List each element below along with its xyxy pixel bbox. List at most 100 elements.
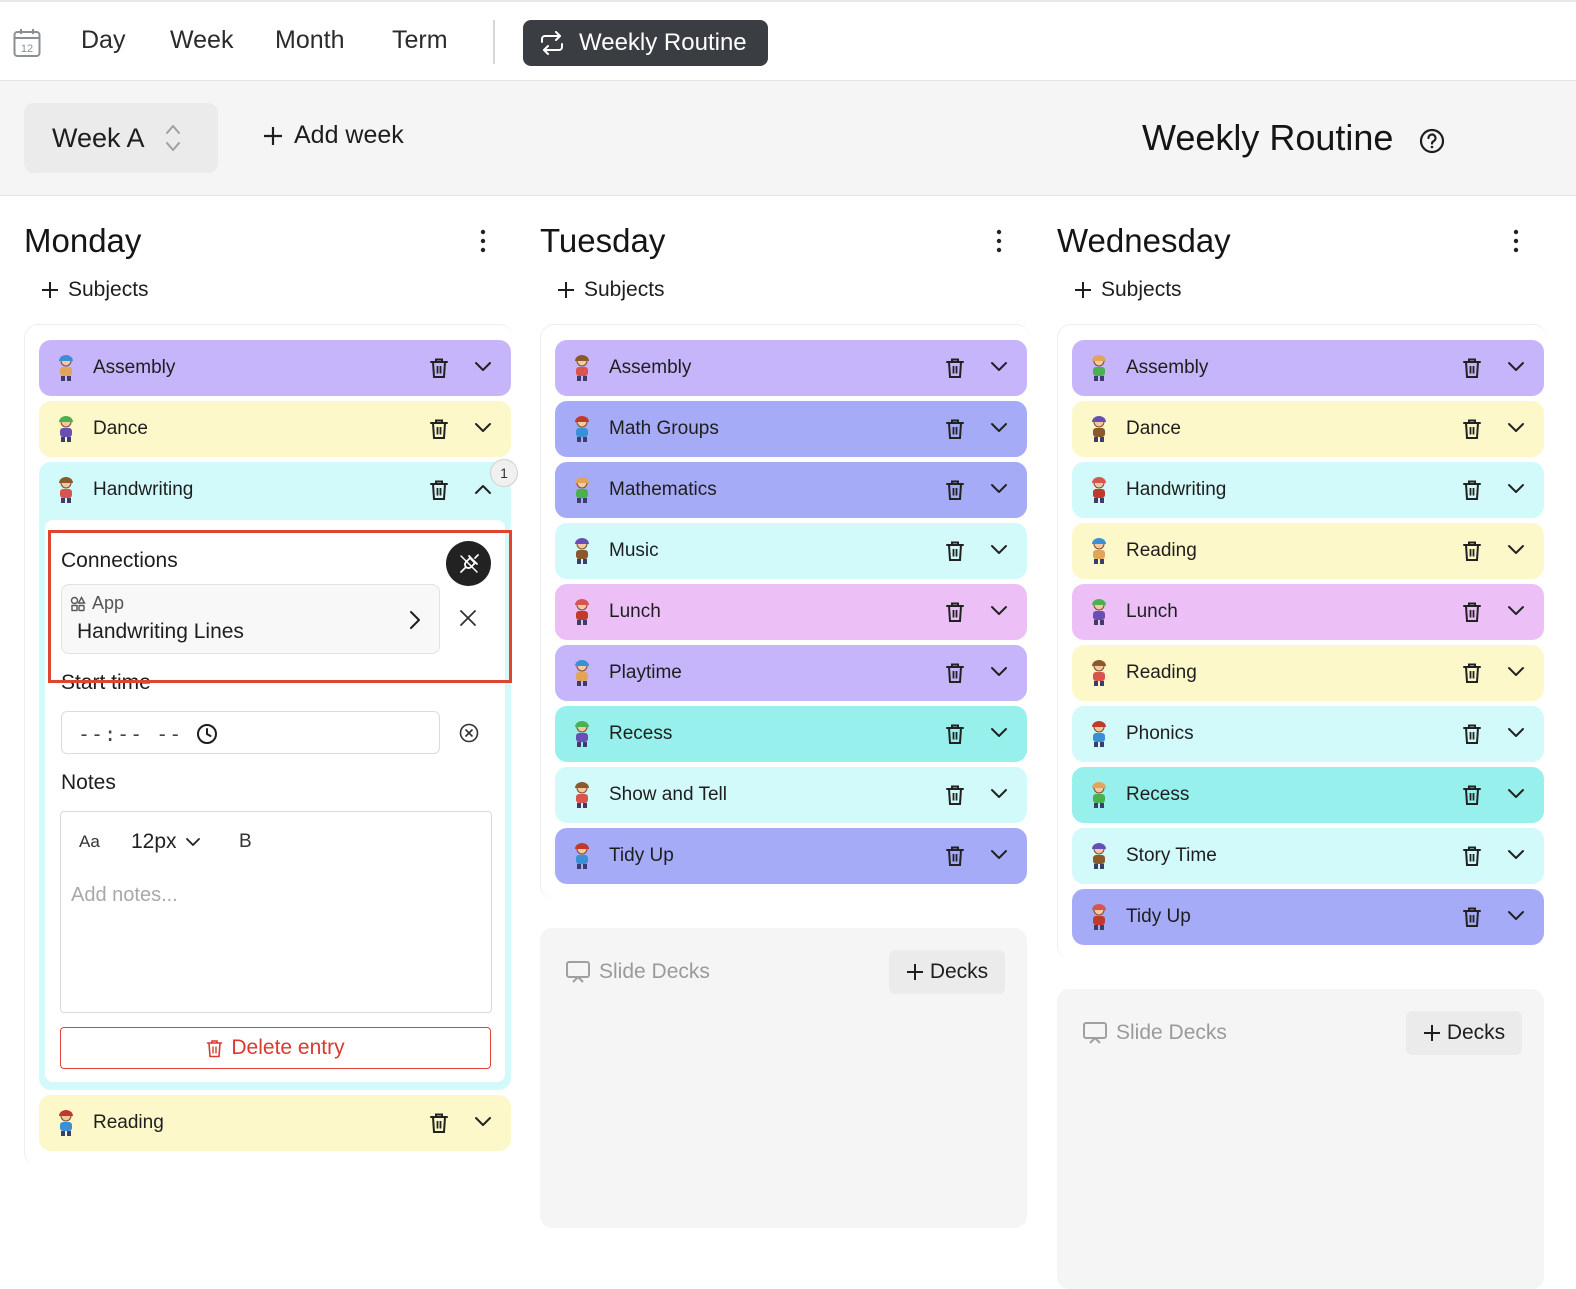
entry-reading[interactable]: Reading xyxy=(1072,523,1544,579)
tab-term[interactable]: Term xyxy=(392,26,448,54)
trash-icon[interactable] xyxy=(1462,357,1482,379)
add-decks-button[interactable]: Decks xyxy=(1406,1011,1522,1055)
chevron-down-icon[interactable] xyxy=(990,604,1008,618)
entry-recess[interactable]: Recess xyxy=(555,706,1027,762)
trash-icon[interactable] xyxy=(945,601,965,623)
font-size-select[interactable]: 12px xyxy=(131,830,201,854)
chevron-down-icon[interactable] xyxy=(1507,665,1525,679)
entry-music[interactable]: Music xyxy=(555,523,1027,579)
add-subjects-button[interactable]: Subjects xyxy=(1073,278,1182,302)
trash-icon[interactable] xyxy=(429,1112,449,1134)
chevron-down-icon[interactable] xyxy=(990,421,1008,435)
start-time-input[interactable]: --:-- -- xyxy=(61,711,440,754)
trash-icon[interactable] xyxy=(945,723,965,745)
entry-dance[interactable]: Dance xyxy=(39,401,511,457)
remove-connection-icon[interactable] xyxy=(458,608,478,628)
trash-icon[interactable] xyxy=(945,540,965,562)
chevron-down-icon[interactable] xyxy=(1507,726,1525,740)
chevron-down-icon[interactable] xyxy=(474,421,492,435)
font-family-control[interactable]: Aa xyxy=(79,832,100,851)
subject-illustration-icon xyxy=(1084,903,1114,931)
entry-handwriting[interactable]: Handwriting xyxy=(39,462,511,518)
trash-icon[interactable] xyxy=(1462,845,1482,867)
entry-handwriting[interactable]: Handwriting xyxy=(1072,462,1544,518)
trash-icon[interactable] xyxy=(1462,540,1482,562)
add-week-button[interactable]: Add week xyxy=(262,121,404,150)
chevron-down-icon[interactable] xyxy=(990,482,1008,496)
entry-dance[interactable]: Dance xyxy=(1072,401,1544,457)
entry-lunch[interactable]: Lunch xyxy=(1072,584,1544,640)
bold-control[interactable]: B xyxy=(239,831,252,852)
chevron-down-icon[interactable] xyxy=(1507,360,1525,374)
chevron-down-icon[interactable] xyxy=(990,848,1008,862)
chevron-down-icon[interactable] xyxy=(1507,543,1525,557)
chevron-down-icon[interactable] xyxy=(1507,482,1525,496)
add-decks-button[interactable]: Decks xyxy=(889,950,1005,994)
chevron-down-icon[interactable] xyxy=(990,543,1008,557)
chevron-down-icon[interactable] xyxy=(1507,909,1525,923)
entry-story-time[interactable]: Story Time xyxy=(1072,828,1544,884)
chevron-down-icon[interactable] xyxy=(990,726,1008,740)
chevron-down-icon[interactable] xyxy=(474,1115,492,1129)
day-menu-icon[interactable] xyxy=(1506,228,1526,254)
entry-assembly[interactable]: Assembly xyxy=(555,340,1027,396)
connect-button[interactable] xyxy=(446,541,491,586)
trash-icon[interactable] xyxy=(945,662,965,684)
tab-month[interactable]: Month xyxy=(275,26,345,54)
trash-icon[interactable] xyxy=(1462,601,1482,623)
tab-week[interactable]: Week xyxy=(170,26,234,54)
trash-icon[interactable] xyxy=(1462,906,1482,928)
trash-icon[interactable] xyxy=(1462,662,1482,684)
trash-icon[interactable] xyxy=(945,784,965,806)
trash-icon[interactable] xyxy=(1462,784,1482,806)
chevron-down-icon[interactable] xyxy=(1507,421,1525,435)
week-selector[interactable]: Week A xyxy=(24,103,218,173)
add-subjects-button[interactable]: Subjects xyxy=(40,278,149,302)
notes-input[interactable]: Add notes... xyxy=(71,884,178,906)
entry-recess[interactable]: Recess xyxy=(1072,767,1544,823)
chevron-down-icon[interactable] xyxy=(990,665,1008,679)
trash-icon[interactable] xyxy=(945,418,965,440)
entry-phonics[interactable]: Phonics xyxy=(1072,706,1544,762)
connected-app-card[interactable]: App Handwriting Lines xyxy=(61,584,440,654)
entry-playtime[interactable]: Playtime xyxy=(555,645,1027,701)
help-icon[interactable] xyxy=(1419,128,1445,154)
entry-reading[interactable]: Reading xyxy=(1072,645,1544,701)
calendar-icon[interactable]: 12 xyxy=(13,28,41,58)
clock-icon[interactable] xyxy=(196,723,218,745)
delete-entry-button[interactable]: Delete entry xyxy=(60,1027,491,1069)
notes-label: Notes xyxy=(61,771,116,794)
entry-mathematics[interactable]: Mathematics xyxy=(555,462,1027,518)
trash-icon[interactable] xyxy=(429,357,449,379)
chevron-down-icon[interactable] xyxy=(1507,604,1525,618)
entry-show-and-tell[interactable]: Show and Tell xyxy=(555,767,1027,823)
entry-assembly[interactable]: Assembly xyxy=(39,340,511,396)
trash-icon[interactable] xyxy=(1462,723,1482,745)
chevron-down-icon[interactable] xyxy=(990,360,1008,374)
entry-math-groups[interactable]: Math Groups xyxy=(555,401,1027,457)
chevron-down-icon[interactable] xyxy=(1507,848,1525,862)
entry-assembly[interactable]: Assembly xyxy=(1072,340,1544,396)
day-menu-icon[interactable] xyxy=(473,228,493,254)
subject-illustration-icon xyxy=(1084,842,1114,870)
chevron-down-icon[interactable] xyxy=(1507,787,1525,801)
weekly-routine-button[interactable]: Weekly Routine xyxy=(523,20,768,66)
entry-reading[interactable]: Reading xyxy=(39,1095,511,1151)
entry-tidy-up[interactable]: Tidy Up xyxy=(1072,889,1544,945)
chevron-down-icon[interactable] xyxy=(990,787,1008,801)
add-subjects-button[interactable]: Subjects xyxy=(556,278,665,302)
chevron-down-icon[interactable] xyxy=(474,360,492,374)
trash-icon[interactable] xyxy=(1462,479,1482,501)
tab-day[interactable]: Day xyxy=(81,26,126,54)
trash-icon[interactable] xyxy=(1462,418,1482,440)
trash-icon[interactable] xyxy=(945,357,965,379)
trash-icon[interactable] xyxy=(945,845,965,867)
chevron-up-icon[interactable] xyxy=(474,482,492,496)
day-menu-icon[interactable] xyxy=(989,228,1009,254)
trash-icon[interactable] xyxy=(429,418,449,440)
entry-tidy-up[interactable]: Tidy Up xyxy=(555,828,1027,884)
clear-time-icon[interactable] xyxy=(458,722,480,744)
trash-icon[interactable] xyxy=(429,479,449,501)
trash-icon[interactable] xyxy=(945,479,965,501)
entry-lunch[interactable]: Lunch xyxy=(555,584,1027,640)
